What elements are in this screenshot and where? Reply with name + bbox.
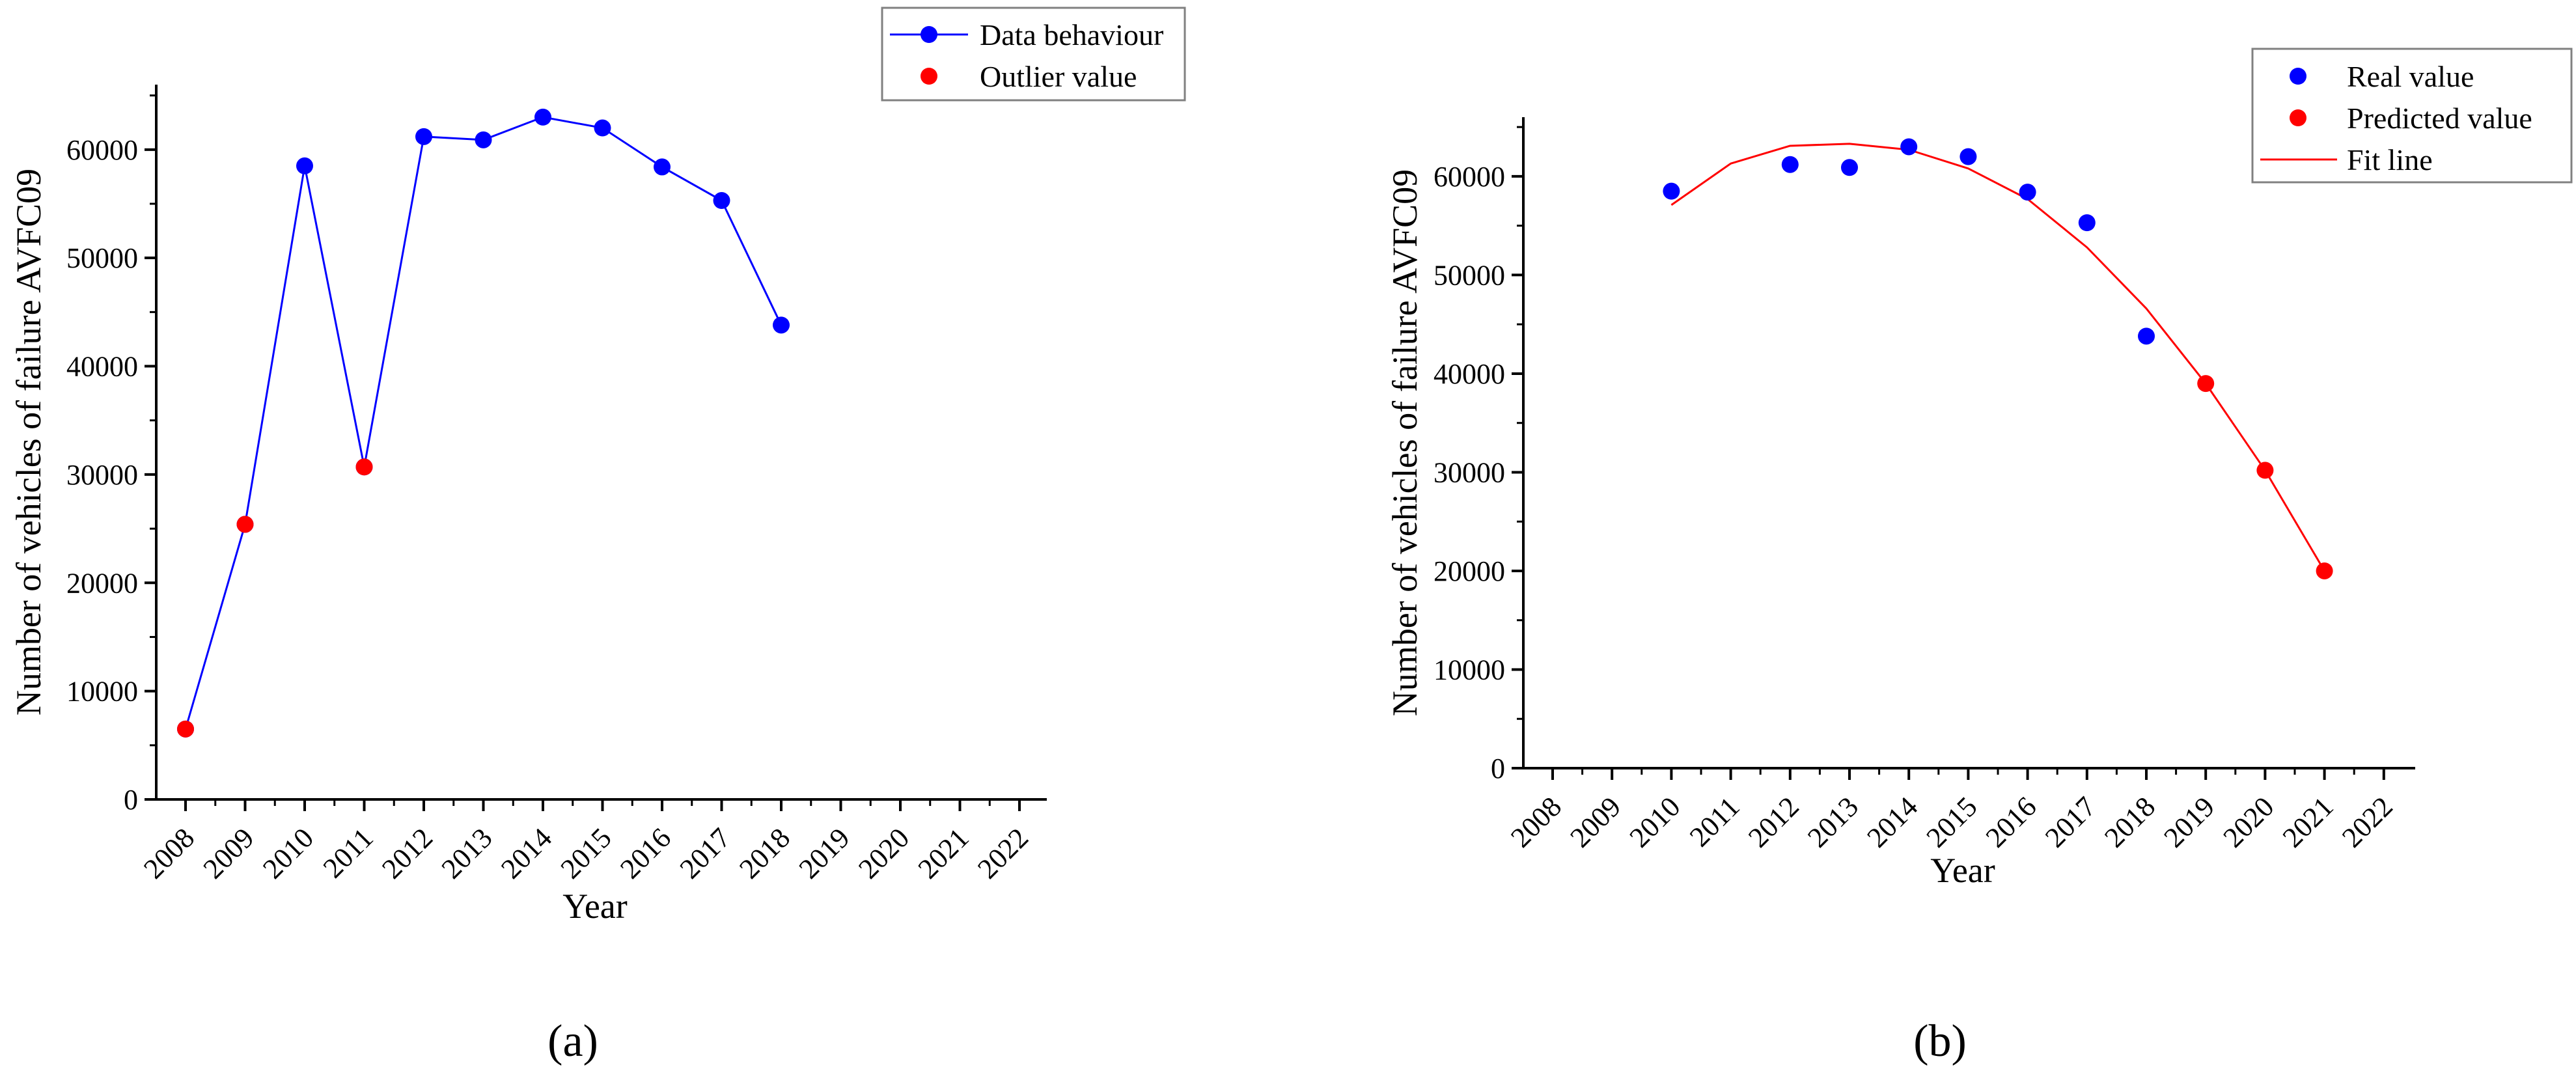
x-tick-label: 2021 bbox=[912, 822, 975, 885]
x-tick-label: 2018 bbox=[733, 822, 796, 885]
y-tick-label: 30000 bbox=[1433, 456, 1505, 488]
predicted-value-point bbox=[2316, 562, 2333, 579]
legend-box bbox=[881, 7, 1186, 102]
x-tick-label: 2012 bbox=[1742, 790, 1805, 853]
legend-label-fit: Fit line bbox=[2347, 143, 2433, 176]
x-tick-label: 2015 bbox=[555, 822, 618, 885]
y-axis-title: Number of vehicles of failure AVFC09 bbox=[1385, 169, 1424, 716]
legend-label-predicted: Predicted value bbox=[2347, 102, 2532, 135]
x-tick-label: 2022 bbox=[971, 822, 1034, 885]
x-tick-label: 2015 bbox=[1920, 790, 1984, 853]
y-axis-title: Number of vehicles of failure AVFC09 bbox=[9, 169, 48, 715]
x-tick-label: 2017 bbox=[2039, 790, 2102, 853]
real-value-point bbox=[1841, 159, 1858, 176]
legend-label-data-behaviour: Data behaviour bbox=[980, 18, 1163, 51]
chart-panel-b: 0100002000030000400005000060000200820092… bbox=[1385, 48, 2573, 1066]
data-point bbox=[773, 316, 790, 334]
y-tick-label: 60000 bbox=[1433, 161, 1505, 193]
x-tick-label: 2019 bbox=[793, 822, 856, 885]
fit-line bbox=[1670, 143, 2325, 572]
x-tick-label: 2013 bbox=[1801, 790, 1864, 853]
x-tick-label: 2011 bbox=[317, 822, 380, 884]
data-point bbox=[475, 131, 492, 148]
real-value-point bbox=[1900, 138, 1918, 156]
real-value-point bbox=[1663, 182, 1680, 200]
real-value-point bbox=[2019, 184, 2036, 201]
x-tick-label: 2014 bbox=[1861, 790, 1924, 853]
x-tick-label: 2014 bbox=[495, 822, 558, 885]
y-tick-label: 50000 bbox=[66, 242, 138, 274]
data-point bbox=[594, 119, 611, 137]
x-tick-label: 2010 bbox=[256, 822, 320, 885]
chart-panel-a: 0100002000030000400005000060000200820092… bbox=[9, 7, 1186, 1066]
x-tick-label: 2016 bbox=[1980, 790, 2043, 853]
x-tick-label: 2020 bbox=[852, 822, 915, 885]
x-axis-title: Year bbox=[1930, 851, 1995, 890]
y-tick-label: 0 bbox=[124, 784, 138, 816]
x-axis-title: Year bbox=[562, 887, 628, 926]
predicted-value-point bbox=[2197, 375, 2215, 393]
real-value-point bbox=[1960, 148, 1977, 165]
x-tick-label: 2008 bbox=[1504, 790, 1568, 853]
real-value-point bbox=[2138, 327, 2155, 345]
panel-label: (a) bbox=[547, 1016, 598, 1066]
data-point bbox=[415, 128, 432, 145]
legend-marker-outlier bbox=[921, 68, 937, 85]
y-tick-label: 60000 bbox=[66, 134, 138, 166]
x-tick-label: 2016 bbox=[614, 822, 677, 885]
data-point bbox=[534, 108, 551, 126]
y-tick-label: 20000 bbox=[66, 567, 138, 599]
y-tick-label: 50000 bbox=[1433, 259, 1505, 291]
x-tick-label: 2021 bbox=[2277, 790, 2340, 853]
legend-label-real: Real value bbox=[2347, 60, 2474, 93]
x-tick-label: 2009 bbox=[197, 822, 260, 885]
data-point bbox=[654, 158, 671, 176]
outlier-point bbox=[355, 458, 373, 476]
x-tick-label: 2012 bbox=[376, 822, 439, 885]
y-tick-label: 40000 bbox=[1433, 358, 1505, 390]
legend-marker-real bbox=[2290, 68, 2306, 85]
x-tick-label: 2022 bbox=[2336, 790, 2399, 853]
y-tick-label: 30000 bbox=[66, 459, 138, 491]
x-tick-label: 2020 bbox=[2217, 790, 2280, 853]
data-point bbox=[296, 157, 313, 174]
x-tick-label: 2010 bbox=[1624, 790, 1687, 853]
panel-label: (b) bbox=[1913, 1016, 1967, 1066]
series-line-data-behaviour bbox=[184, 116, 782, 730]
y-tick-label: 20000 bbox=[1433, 555, 1505, 587]
x-tick-label: 2018 bbox=[2098, 790, 2161, 853]
outlier-point bbox=[236, 516, 254, 533]
y-tick-label: 10000 bbox=[1433, 654, 1505, 685]
real-value-point bbox=[2078, 214, 2096, 232]
y-tick-label: 0 bbox=[1491, 753, 1505, 784]
x-tick-label: 2019 bbox=[2157, 790, 2221, 853]
legend-label-outlier: Outlier value bbox=[980, 60, 1137, 93]
x-tick-label: 2011 bbox=[1683, 790, 1746, 853]
y-tick-label: 40000 bbox=[66, 351, 138, 383]
x-tick-label: 2013 bbox=[436, 822, 499, 885]
x-tick-label: 2017 bbox=[674, 822, 737, 885]
legend-marker-data-behaviour bbox=[921, 26, 937, 43]
y-tick-label: 10000 bbox=[66, 676, 138, 708]
data-point bbox=[713, 192, 730, 210]
x-tick-label: 2008 bbox=[137, 822, 201, 885]
legend-marker-predicted bbox=[2290, 109, 2306, 126]
real-value-point bbox=[1781, 156, 1799, 173]
outlier-point bbox=[177, 720, 194, 738]
predicted-value-point bbox=[2256, 462, 2274, 479]
x-tick-label: 2009 bbox=[1564, 790, 1627, 853]
